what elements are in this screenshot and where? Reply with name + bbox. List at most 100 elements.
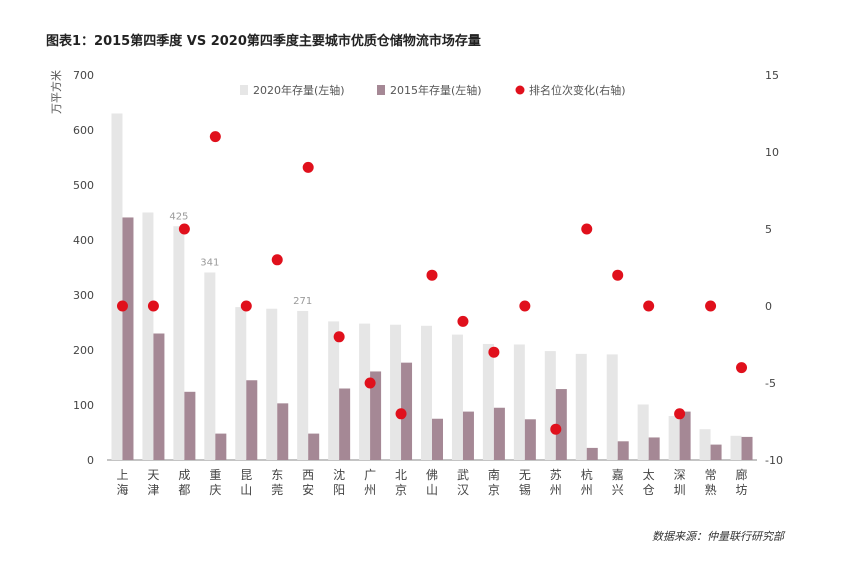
rank-change-point: [147, 300, 159, 312]
x-tick-label: 武汉: [457, 468, 469, 497]
bar-2015: [339, 388, 351, 460]
bar-2020: [421, 325, 432, 460]
bar-2015: [432, 418, 443, 460]
rank-change-point: [364, 377, 376, 389]
x-tick-label: 廊坊: [736, 467, 748, 497]
bar-2020: [668, 416, 680, 460]
y-right-tick-label: 10: [765, 146, 779, 159]
rank-change-point: [457, 315, 469, 327]
bar-2015: [246, 380, 258, 460]
x-tick-label: 沈阳: [333, 467, 345, 497]
legend-label: 排名位次变化(右轴): [529, 83, 626, 97]
rank-change-point: [395, 408, 407, 420]
bar-2020: [235, 307, 247, 460]
bar-2020: [482, 343, 494, 460]
bar-2015: [370, 371, 382, 460]
bar-2015: [215, 433, 227, 460]
rank-change-point: [426, 269, 438, 281]
x-tick-label: 成都: [178, 468, 190, 497]
rank-change-point: [612, 269, 624, 281]
rank-change-point: [302, 161, 314, 173]
bar-2015: [741, 436, 753, 460]
rank-change-point: [488, 346, 500, 358]
bar-2015: [710, 444, 722, 460]
rank-change-point: [333, 331, 345, 343]
bar-2020: [204, 272, 216, 460]
y-right-tick-label: -10: [765, 454, 783, 467]
legend-swatch: [515, 85, 525, 95]
x-tick-label: 杭州: [581, 467, 593, 497]
legend-swatch: [377, 85, 385, 95]
legend-label: 2020年存量(左轴): [253, 83, 345, 97]
y-left-tick-label: 200: [73, 344, 94, 357]
bar-2015: [555, 389, 567, 460]
y-axis-title: 万平方米: [49, 70, 63, 114]
bar-2020: [637, 404, 649, 460]
x-tick-label: 常熟: [705, 468, 717, 497]
rank-change-point: [271, 254, 283, 266]
bar-2015: [401, 362, 413, 460]
bar-2015: [184, 391, 196, 460]
y-right-tick-label: -5: [765, 377, 776, 390]
y-right-tick-label: 15: [765, 69, 779, 82]
x-tick-label: 天津: [147, 468, 159, 497]
rank-change-point: [643, 300, 655, 312]
bar-2015: [493, 407, 505, 460]
bar-2020: [730, 435, 742, 460]
x-tick-label: 重庆: [209, 468, 221, 497]
bar-2020: [359, 323, 371, 460]
bar-2015: [648, 437, 660, 460]
rank-change-point: [178, 223, 190, 235]
source-note: 数据来源：仲量联行研究部: [652, 530, 784, 543]
x-tick-label: 嘉兴: [612, 468, 624, 497]
x-tick-label: 太仓: [643, 467, 655, 497]
x-tick-label: 昆山: [240, 468, 252, 497]
y-left-tick-label: 0: [87, 454, 94, 467]
bar-2020: [173, 226, 185, 460]
y-left-tick-label: 100: [73, 399, 94, 412]
rank-change-point: [240, 300, 252, 312]
bar-2015: [679, 411, 691, 460]
rank-change-point: [674, 408, 686, 420]
x-tick-label: 苏州: [550, 468, 562, 497]
bar-2020: [451, 334, 463, 460]
bar-2020: [544, 351, 556, 460]
x-tick-label: 南京: [488, 467, 500, 497]
bar-2015: [462, 411, 474, 460]
bar-2015: [617, 441, 629, 460]
bar-2020: [111, 113, 123, 460]
legend-label: 2015年存量(左轴): [390, 83, 482, 97]
bar-2020: [328, 321, 340, 460]
bar-2015: [524, 419, 536, 460]
rank-change-point: [519, 300, 531, 312]
y-left-tick-label: 300: [73, 289, 94, 302]
rank-change-point: [705, 300, 717, 312]
y-right-tick-label: 0: [765, 300, 772, 313]
bar-2020: [266, 308, 278, 460]
bar-2020: [297, 310, 309, 460]
bar-2020: [606, 354, 618, 460]
bar-data-label: 271: [293, 296, 312, 307]
x-tick-label: 东莞: [271, 468, 283, 497]
legend-swatch: [240, 85, 248, 95]
bar-2020: [575, 353, 587, 460]
bar-2020: [390, 324, 402, 460]
bar-2020: [513, 344, 525, 460]
rank-change-point: [209, 131, 221, 143]
bar-2015: [153, 333, 165, 460]
x-tick-label: 上海: [116, 468, 128, 497]
bar-2015: [308, 433, 320, 460]
y-left-tick-label: 500: [73, 179, 94, 192]
bar-data-label: 341: [200, 257, 219, 268]
chart-title: 图表1：2015第四季度 VS 2020第四季度主要城市优质仓储物流市场存量: [46, 34, 481, 49]
x-tick-label: 无锡: [519, 468, 531, 497]
bar-2015: [122, 217, 134, 460]
x-tick-label: 深圳: [674, 468, 686, 497]
x-tick-label: 西安: [302, 468, 314, 497]
x-tick-label: 佛山: [426, 468, 438, 497]
bar-2020: [142, 212, 154, 460]
y-left-tick-label: 400: [73, 234, 94, 247]
rank-change-point: [116, 300, 128, 312]
